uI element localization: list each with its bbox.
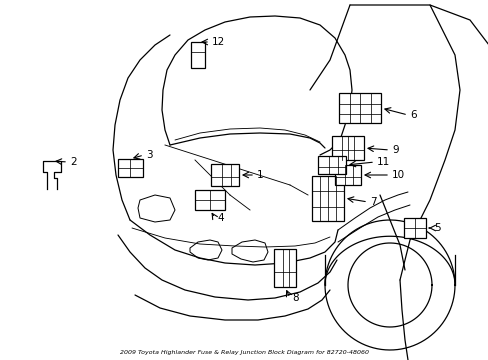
Bar [195, 190, 224, 210]
Text: 2: 2 [70, 157, 77, 167]
Text: 5: 5 [433, 223, 440, 233]
Text: 10: 10 [391, 170, 404, 180]
Bar [334, 165, 360, 185]
Text: 4: 4 [217, 213, 223, 223]
Text: 9: 9 [391, 145, 398, 155]
Bar [191, 42, 204, 68]
Text: 1: 1 [257, 170, 263, 180]
Bar [311, 175, 343, 220]
Text: 7: 7 [369, 197, 376, 207]
Text: 12: 12 [212, 37, 225, 47]
Bar [273, 249, 295, 287]
Text: 8: 8 [291, 293, 298, 303]
Bar [338, 93, 380, 123]
Bar [210, 164, 239, 186]
Text: 6: 6 [409, 110, 416, 120]
Bar [331, 136, 363, 160]
Bar [403, 218, 425, 238]
Text: 2009 Toyota Highlander Fuse & Relay Junction Block Diagram for 82720-48060: 2009 Toyota Highlander Fuse & Relay Junc… [120, 350, 368, 355]
Bar [117, 159, 142, 177]
Text: 3: 3 [146, 150, 152, 160]
Text: 11: 11 [376, 157, 389, 167]
Bar [317, 156, 346, 174]
